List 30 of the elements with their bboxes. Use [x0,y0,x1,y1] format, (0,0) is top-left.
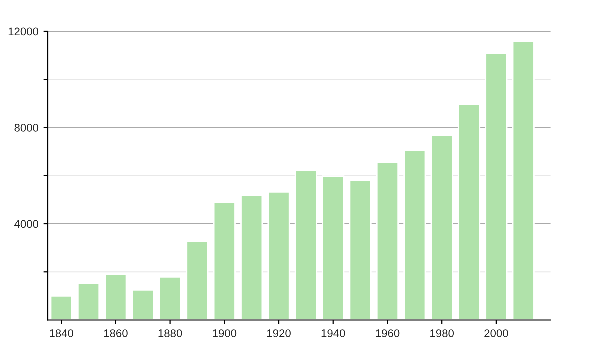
bar [430,134,454,320]
bar [132,289,154,320]
x-tick-label: 1900 [213,330,237,338]
bar [77,282,100,320]
x-tick-label: 1940 [322,330,346,338]
bar [213,202,236,320]
bar [159,276,182,320]
bar [485,52,508,320]
bar [240,194,264,320]
bar [349,180,372,320]
x-tick-label: 1960 [376,330,400,338]
bar [104,274,128,320]
bar [268,192,290,320]
y-tick-label: 4000 [14,220,39,228]
bar [294,170,318,320]
bar [376,162,400,320]
x-tick-label: 1880 [158,330,182,338]
y-tick-label: 12000 [8,28,39,36]
x-tick-label: 1980 [430,330,454,338]
bar [50,295,73,320]
x-tick-label: 1920 [268,330,291,338]
y-tick-label: 8000 [14,124,39,132]
bar [322,176,345,320]
bar [404,150,426,320]
bar [512,40,535,320]
x-tick-label: 1840 [50,330,74,338]
bar [458,104,481,320]
x-tick-label: 1860 [104,330,128,338]
x-tick-label: 2000 [484,330,508,338]
bar [186,240,209,320]
